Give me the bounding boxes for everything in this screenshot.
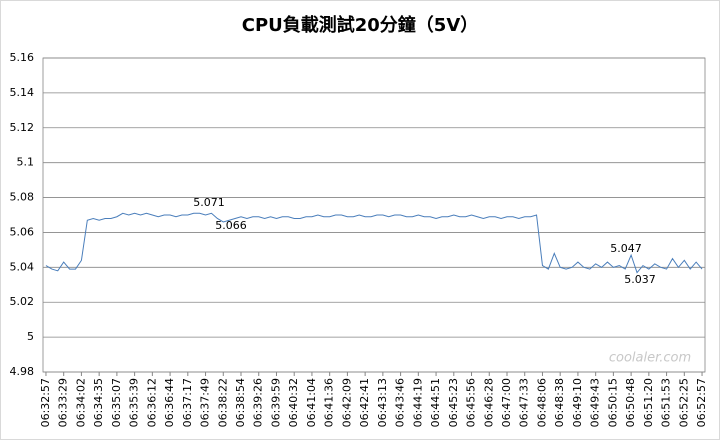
x-tick-label: 06:41:36	[323, 378, 336, 427]
x-tick-label: 06:42:41	[358, 378, 371, 427]
x-tick-label: 06:38:54	[234, 378, 247, 427]
x-tick-label: 06:52:57	[695, 378, 708, 427]
y-tick-label: 4.98	[10, 365, 35, 378]
x-tick-label: 06:41:04	[305, 378, 318, 427]
x-tick-label: 06:45:23	[447, 378, 460, 427]
y-tick-label: 5.06	[10, 225, 35, 238]
x-tick-label: 06:39:59	[269, 378, 282, 427]
x-tick-label: 06:47:00	[500, 378, 513, 427]
x-tick-label: 06:44:51	[429, 378, 442, 427]
x-tick-label: 06:33:29	[57, 378, 70, 427]
y-tick-label: 5.12	[10, 121, 35, 134]
x-tick-label: 06:36:44	[163, 378, 176, 427]
chart-title: CPU負載測試20分鐘（5V）	[242, 14, 479, 36]
x-tick-label: 06:50:48	[624, 378, 637, 427]
x-tick-label: 06:48:06	[535, 378, 548, 427]
annotation: 5.037	[624, 273, 656, 286]
x-tick-label: 06:44:19	[411, 378, 424, 427]
x-tick-label: 06:34:02	[74, 378, 87, 427]
x-tick-label: 06:52:25	[677, 378, 690, 427]
data-line	[45, 212, 703, 274]
x-tick-label: 06:42:09	[340, 378, 353, 427]
x-tick-label: 06:47:33	[518, 378, 531, 427]
x-tick-label: 06:35:07	[110, 378, 123, 427]
x-tick-label: 06:34:35	[92, 378, 105, 427]
annotation: 5.066	[215, 219, 247, 232]
y-tick-label: 5.02	[10, 295, 35, 308]
x-tick-label: 06:36:12	[145, 378, 158, 427]
x-tick-label: 06:45:56	[465, 378, 478, 427]
x-tick-label: 06:49:43	[589, 378, 602, 427]
x-tick-label: 06:49:10	[571, 378, 584, 427]
y-tick-label: 5.14	[10, 86, 35, 99]
x-tick-label: 06:37:17	[181, 378, 194, 427]
y-tick-label: 5.08	[10, 191, 35, 204]
x-tick-label: 06:35:39	[128, 378, 141, 427]
x-tick-label: 06:46:28	[482, 378, 495, 427]
x-tick-label: 06:43:13	[376, 378, 389, 427]
x-tick-label: 06:39:26	[252, 378, 265, 427]
x-tick-label: 06:48:38	[553, 378, 566, 427]
y-tick-label: 5.16	[10, 51, 35, 64]
watermark: coolaler.com	[609, 351, 691, 366]
x-tick-label: 06:50:15	[606, 378, 619, 427]
plot-border	[42, 57, 706, 373]
x-tick-label: 06:51:53	[660, 378, 673, 427]
x-tick-label: 06:43:46	[394, 378, 407, 427]
annotation: 5.047	[610, 242, 642, 255]
x-tick-label: 06:37:49	[199, 378, 212, 427]
x-tick-label: 06:38:22	[216, 378, 229, 427]
y-tick-label: 5	[27, 330, 34, 343]
x-tick-label: 06:32:57	[39, 378, 52, 427]
annotation: 5.071	[193, 196, 225, 209]
y-tick-label: 5.04	[10, 260, 35, 273]
y-tick-label: 5.1	[17, 156, 35, 169]
x-tick-label: 06:51:20	[642, 378, 655, 427]
x-tick-label: 06:40:32	[287, 378, 300, 427]
